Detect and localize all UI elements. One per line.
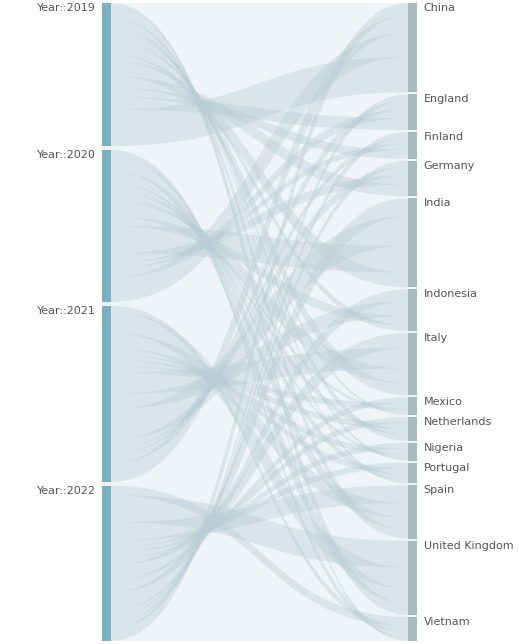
Text: Vietnam: Vietnam [424, 617, 470, 627]
Polygon shape [111, 495, 408, 567]
Polygon shape [111, 312, 408, 589]
Text: United Kingdom: United Kingdom [424, 541, 513, 551]
Polygon shape [111, 348, 408, 475]
Polygon shape [111, 6, 408, 615]
Polygon shape [111, 33, 408, 441]
Polygon shape [111, 76, 408, 196]
Polygon shape [111, 132, 408, 623]
Polygon shape [111, 97, 408, 130]
Polygon shape [111, 55, 408, 331]
Text: Netherlands: Netherlands [424, 417, 492, 427]
Polygon shape [111, 202, 408, 383]
Polygon shape [111, 361, 408, 429]
Polygon shape [111, 189, 408, 458]
Text: Germany: Germany [424, 160, 475, 171]
Bar [102, 3, 111, 146]
Polygon shape [111, 333, 408, 518]
Bar [408, 397, 417, 415]
Polygon shape [111, 184, 408, 480]
Polygon shape [111, 354, 408, 455]
Bar [408, 3, 417, 92]
Bar [102, 306, 111, 482]
Text: Year::2020: Year::2020 [37, 150, 95, 160]
Polygon shape [111, 57, 408, 146]
Text: Finland: Finland [424, 132, 463, 142]
Polygon shape [111, 160, 408, 616]
Polygon shape [111, 217, 408, 325]
Bar [408, 132, 417, 158]
Polygon shape [111, 138, 408, 455]
Polygon shape [111, 397, 408, 565]
Polygon shape [111, 3, 408, 641]
Polygon shape [111, 167, 408, 448]
Polygon shape [111, 28, 408, 484]
Bar [408, 160, 417, 196]
Bar [408, 198, 417, 287]
Polygon shape [111, 19, 408, 539]
Polygon shape [111, 366, 408, 409]
Polygon shape [111, 417, 408, 559]
Bar [102, 486, 111, 641]
Polygon shape [111, 15, 408, 482]
Polygon shape [111, 156, 408, 603]
Polygon shape [111, 462, 408, 547]
Bar [408, 443, 417, 460]
Text: Portugal: Portugal [424, 462, 470, 473]
Polygon shape [111, 109, 408, 278]
Polygon shape [111, 226, 408, 272]
Bar [408, 289, 417, 331]
Polygon shape [111, 33, 408, 302]
Polygon shape [111, 301, 408, 409]
Bar [408, 462, 417, 484]
Text: Indonesia: Indonesia [424, 289, 477, 299]
Polygon shape [111, 30, 408, 460]
Text: Spain: Spain [424, 486, 455, 495]
Polygon shape [111, 144, 408, 269]
Polygon shape [111, 176, 408, 262]
Polygon shape [111, 348, 408, 394]
Text: China: China [424, 3, 456, 14]
Polygon shape [111, 486, 408, 540]
Text: Nigeria: Nigeria [424, 443, 463, 453]
Polygon shape [111, 486, 408, 626]
Polygon shape [111, 43, 408, 395]
Polygon shape [111, 333, 408, 580]
Text: India: India [424, 198, 451, 208]
Bar [408, 617, 417, 641]
Text: Year::2019: Year::2019 [37, 3, 95, 14]
Bar [102, 150, 111, 302]
Polygon shape [111, 150, 408, 638]
Polygon shape [111, 216, 408, 439]
Polygon shape [111, 88, 408, 158]
Polygon shape [111, 306, 408, 632]
Bar [408, 333, 417, 395]
Text: Year::2022: Year::2022 [36, 486, 95, 496]
Bar [408, 486, 417, 539]
Polygon shape [111, 94, 408, 629]
Bar [408, 541, 417, 615]
Polygon shape [111, 193, 408, 435]
Polygon shape [111, 443, 408, 553]
Polygon shape [111, 289, 408, 592]
Polygon shape [111, 100, 408, 464]
Bar [408, 94, 417, 130]
Polygon shape [111, 3, 408, 641]
Text: Mexico: Mexico [424, 397, 462, 407]
Bar [408, 417, 417, 441]
FancyBboxPatch shape [102, 3, 417, 641]
Polygon shape [111, 171, 408, 530]
Polygon shape [111, 198, 408, 412]
Polygon shape [111, 40, 408, 415]
Text: Italy: Italy [424, 333, 448, 343]
Text: Year::2021: Year::2021 [37, 306, 95, 316]
Polygon shape [111, 61, 408, 287]
Polygon shape [111, 198, 408, 611]
Text: England: England [424, 94, 469, 104]
